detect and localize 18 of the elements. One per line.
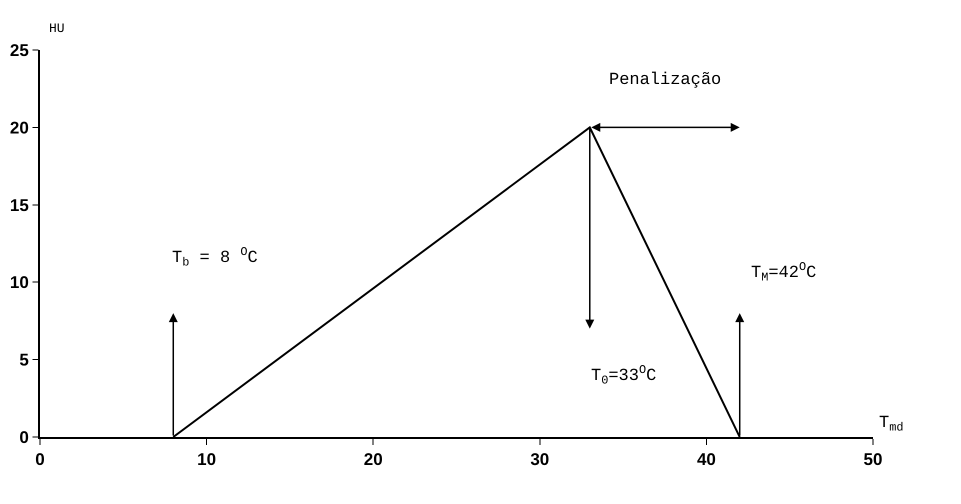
annotation: T$_{M}$=42$^{O}$C [751,260,816,285]
x-tick-label: 50 [864,450,882,470]
x-tick-label: 10 [197,450,216,470]
x-axis-title: T$_{md}$ [879,414,904,435]
y-tick-label: 10 [10,273,29,292]
y-tick-label: 20 [10,118,29,138]
annotation: Penalização [609,71,722,90]
annotation: T$_{b}$ = 8 $^{O}$C [172,245,258,270]
y-tick-label: 0 [19,428,29,447]
y-tick-label: 5 [19,350,29,370]
x-tick-label: 30 [530,450,550,470]
x-tick-label: 20 [364,450,383,470]
annotation: T$_{0}$=33$^{O}$C [591,363,656,388]
x-tick-label: 0 [35,450,45,470]
x-tick-label: 40 [696,450,716,470]
y-tick-label: 15 [10,196,29,215]
y-tick-label: 25 [10,40,29,60]
y-axis-title: HU [49,21,65,36]
